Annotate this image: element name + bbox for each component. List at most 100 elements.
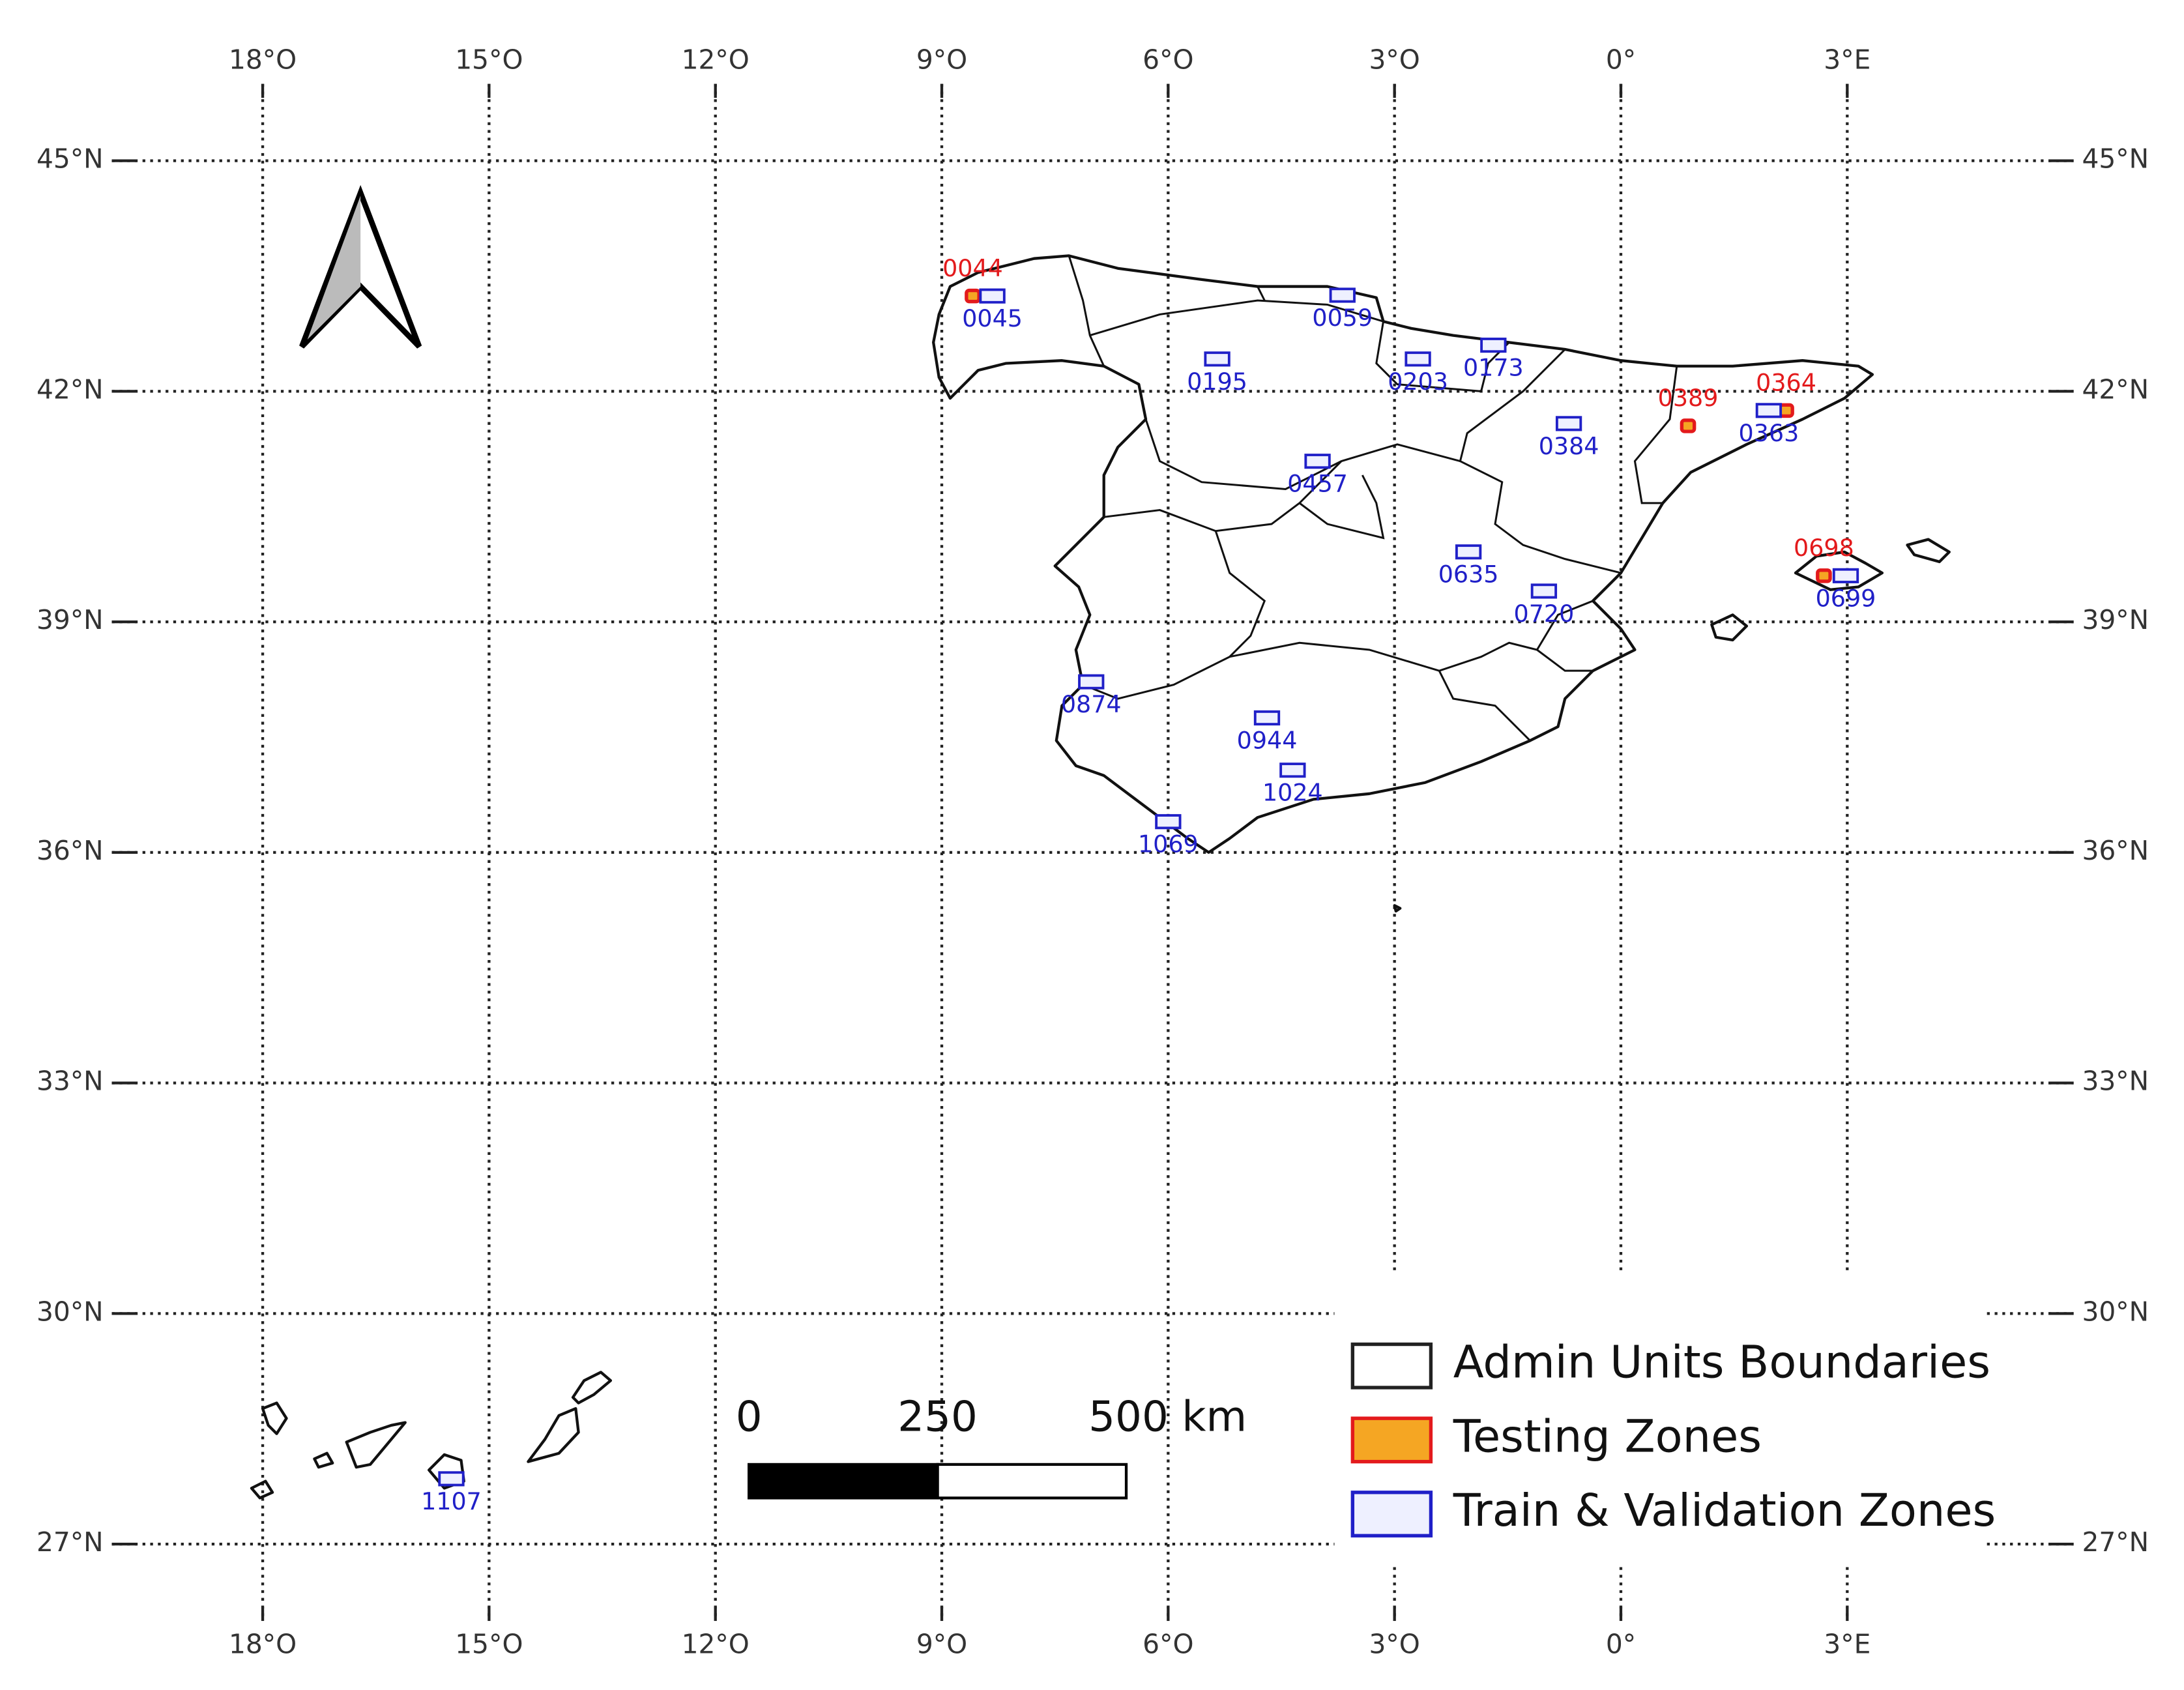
scale-segment	[936, 1463, 1128, 1500]
testing-zone	[1816, 568, 1832, 583]
zone-label: 0044	[942, 254, 1003, 282]
graticule: 18°O 18°O 15°O 15°O 12°O 12°O 9°O 9°O 6°O 6°O 3°O 3…	[36, 44, 2149, 1659]
legend-label: Admin Units Boundaries	[1453, 1337, 1990, 1389]
lon-label: 6°O	[1143, 1629, 1193, 1660]
zone-label: 0635	[1438, 561, 1499, 589]
testing-zone	[1680, 418, 1696, 433]
train-zone	[1204, 351, 1230, 367]
zone-label: 0699	[1816, 584, 1876, 612]
zone-label: 0203	[1388, 368, 1448, 396]
island	[313, 1451, 334, 1469]
lon-label: 3°O	[1369, 44, 1420, 75]
zone-label: 1069	[1138, 830, 1199, 858]
lat-label: 33°N	[2082, 1066, 2149, 1097]
train-zone	[1155, 814, 1182, 830]
admin-line	[1089, 299, 1384, 337]
train-zone	[1329, 287, 1356, 303]
scale-label: 500 km	[1088, 1392, 1247, 1441]
lat-label: 30°N	[36, 1296, 104, 1327]
admin-boundaries	[1068, 255, 1678, 742]
lat-label: 36°N	[36, 835, 104, 866]
train-zone	[979, 288, 1006, 304]
lat-label: 45°N	[2082, 143, 2149, 175]
lon-label: 0°	[1606, 44, 1636, 75]
admin-line	[1459, 348, 1622, 574]
legend-swatch	[1350, 1342, 1433, 1390]
island	[1393, 904, 1402, 913]
train-zone	[1755, 403, 1783, 418]
lon-label: 18°O	[229, 44, 297, 75]
lat-label: 36°N	[2082, 835, 2149, 866]
train-zone	[1304, 454, 1331, 469]
zone-label: 0173	[1463, 354, 1524, 382]
north-arrow-shade	[307, 196, 361, 340]
zone-label: 1024	[1262, 779, 1323, 807]
lon-label: 3°E	[1824, 44, 1871, 75]
zone-label: 0457	[1287, 470, 1348, 498]
admin-line	[1298, 474, 1385, 540]
lon-label: 15°O	[455, 44, 523, 75]
island	[250, 1479, 274, 1500]
lon-label: 9°O	[916, 1629, 967, 1660]
admin-line	[1229, 641, 1594, 672]
admin-line	[1144, 418, 1461, 490]
island	[1906, 538, 1951, 564]
train-zone	[1555, 416, 1582, 431]
lat-label: 27°N	[36, 1526, 104, 1558]
lat-label: 39°N	[36, 604, 104, 635]
lat-label: 33°N	[36, 1066, 104, 1097]
lon-label: 12°O	[682, 1629, 750, 1660]
zone-label: 0384	[1539, 432, 1599, 460]
zone-label: 0059	[1312, 304, 1373, 332]
train-zone	[438, 1471, 465, 1487]
island	[1710, 613, 1749, 642]
train-zone	[1279, 763, 1306, 778]
lon-label: 12°O	[682, 44, 750, 75]
scale-label: 250	[897, 1392, 978, 1441]
zone-label: 0364	[1756, 369, 1816, 397]
train-zone	[1455, 544, 1482, 560]
zone-label: 0195	[1187, 368, 1247, 396]
island	[1794, 550, 1884, 591]
scale-label: 0	[736, 1392, 763, 1441]
lat-label: 30°N	[2082, 1296, 2149, 1327]
lon-label: 3°O	[1369, 1629, 1420, 1660]
lon-label: 6°O	[1143, 44, 1193, 75]
admin-line	[1257, 285, 1266, 301]
admin-line	[1438, 670, 1531, 742]
lat-label: 45°N	[36, 143, 104, 175]
lon-label: 15°O	[455, 1629, 523, 1660]
lon-label: 9°O	[916, 44, 967, 75]
train-zone	[1253, 710, 1281, 726]
scale-segment	[748, 1463, 939, 1500]
zone-label: 0363	[1739, 419, 1799, 447]
train-zone	[1832, 568, 1859, 583]
lon-label: 0°	[1606, 1629, 1636, 1660]
island	[261, 1401, 288, 1435]
north-arrow	[299, 184, 422, 349]
train-zone	[1405, 351, 1431, 367]
train-zone	[1078, 674, 1105, 690]
zone-label: 0698	[1794, 534, 1854, 562]
legend: Admin Units Boundaries Testing Zones Train…	[1350, 1337, 1996, 1537]
zone-label: 0045	[962, 304, 1023, 332]
lat-label: 39°N	[2082, 604, 2149, 635]
island	[345, 1421, 407, 1469]
lat-label: 42°N	[2082, 373, 2149, 405]
admin-line	[1103, 460, 1343, 532]
lon-label: 3°E	[1824, 1629, 1871, 1660]
legend-label: Testing Zones	[1453, 1410, 1762, 1463]
zones: 0044 0389 0364 0698 0045 0059 0195 0203 0173 0384…	[421, 254, 1876, 1515]
islands	[250, 538, 1951, 1500]
lon-label: 18°O	[229, 1629, 297, 1660]
train-zone	[1530, 583, 1558, 599]
island	[527, 1407, 580, 1463]
legend-background	[1334, 1274, 1985, 1562]
zone-label: 0720	[1514, 600, 1575, 628]
testing-zone	[965, 288, 981, 304]
admin-line	[1536, 600, 1594, 650]
train-zone	[1480, 338, 1507, 353]
admin-line	[1068, 255, 1105, 367]
